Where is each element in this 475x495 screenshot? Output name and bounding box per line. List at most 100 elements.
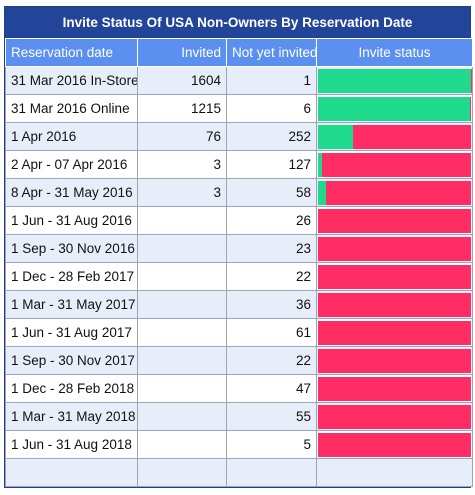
- table-row: 31 Mar 2016 Online 1215 6: [5, 94, 473, 123]
- table-body: 31 Mar 2016 In-Store 1604 1 31 Mar 2016 Onl…: [5, 66, 473, 487]
- invite-status-table: Reservation date Invited Not yet invited…: [5, 38, 473, 487]
- cell-invited: [137, 318, 227, 347]
- cell-invited: 3: [137, 178, 227, 207]
- cell-invited: 76: [137, 122, 227, 151]
- cell-reservation-date: 1 Jun - 31 Aug 2018: [5, 430, 138, 459]
- table-row: [5, 458, 473, 487]
- table-row: 1 Jun - 31 Aug 2018 5: [5, 430, 473, 459]
- cell-not-yet-invited: [226, 458, 317, 487]
- invite-status-bar: [318, 348, 471, 373]
- cell-not-yet-invited: 36: [226, 290, 317, 319]
- cell-invited: [137, 402, 227, 431]
- cell-invite-status: [316, 290, 473, 319]
- table-row: 1 Dec - 28 Feb 2017 22: [5, 262, 473, 291]
- cell-reservation-date: [5, 458, 138, 487]
- invited-segment: [318, 180, 326, 205]
- cell-invited: [137, 458, 227, 487]
- cell-invite-status: [316, 122, 473, 151]
- invite-status-bar: [318, 404, 471, 429]
- cell-not-yet-invited: 55: [226, 402, 317, 431]
- invite-status-bar: [318, 292, 471, 317]
- cell-reservation-date: 2 Apr - 07 Apr 2016: [5, 150, 138, 179]
- cell-reservation-date: 31 Mar 2016 Online: [5, 94, 138, 123]
- cell-invited: [137, 206, 227, 235]
- cell-not-yet-invited: 47: [226, 374, 317, 403]
- table-row: 1 Jun - 31 Aug 2017 61: [5, 318, 473, 347]
- table-row: 2 Apr - 07 Apr 2016 3 127: [5, 150, 473, 179]
- not-yet-invited-segment: [318, 404, 471, 429]
- cell-not-yet-invited: 22: [226, 262, 317, 291]
- table-row: 1 Sep - 30 Nov 2017 22: [5, 346, 473, 375]
- not-yet-invited-segment: [318, 208, 471, 233]
- cell-invite-status: [316, 66, 473, 95]
- cell-invite-status: [316, 234, 473, 263]
- column-header-reservation-date[interactable]: Reservation date: [5, 38, 138, 67]
- cell-reservation-date: 1 Sep - 30 Nov 2017: [5, 346, 138, 375]
- cell-invite-status: [316, 346, 473, 375]
- invite-status-bar: [318, 376, 471, 401]
- table-row: 1 Jun - 31 Aug 2016 26: [5, 206, 473, 235]
- not-yet-invited-segment: [325, 180, 471, 205]
- table-row: 1 Sep - 30 Nov 2016 23: [5, 234, 473, 263]
- cell-invited: 1604: [137, 66, 227, 95]
- cell-not-yet-invited: 58: [226, 178, 317, 207]
- cell-invite-status: [316, 262, 473, 291]
- not-yet-invited-segment: [353, 124, 471, 149]
- cell-invite-status: [316, 402, 473, 431]
- cell-reservation-date: 1 Mar - 31 May 2017: [5, 290, 138, 319]
- not-yet-invited-segment: [470, 96, 471, 121]
- cell-invited: 3: [137, 150, 227, 179]
- cell-invite-status: [316, 94, 473, 123]
- cell-reservation-date: 1 Dec - 28 Feb 2018: [5, 374, 138, 403]
- invited-segment: [318, 152, 322, 177]
- invited-segment: [318, 68, 471, 93]
- column-header-invite-status[interactable]: Invite status: [316, 38, 473, 67]
- cell-invited: [137, 346, 227, 375]
- cell-reservation-date: 31 Mar 2016 In-Store: [5, 66, 138, 95]
- cell-not-yet-invited: 23: [226, 234, 317, 263]
- table-row: 31 Mar 2016 In-Store 1604 1: [5, 66, 473, 95]
- cell-invite-status: [316, 206, 473, 235]
- cell-reservation-date: 1 Apr 2016: [5, 122, 138, 151]
- cell-invited: [137, 430, 227, 459]
- cell-reservation-date: 1 Sep - 30 Nov 2016: [5, 234, 138, 263]
- cell-reservation-date: 1 Jun - 31 Aug 2016: [5, 206, 138, 235]
- cell-invite-status: [316, 150, 473, 179]
- invite-status-bar: [318, 68, 471, 93]
- cell-not-yet-invited: 6: [226, 94, 317, 123]
- not-yet-invited-segment: [318, 236, 471, 261]
- column-header-invited[interactable]: Invited: [137, 38, 227, 67]
- cell-not-yet-invited: 5: [226, 430, 317, 459]
- cell-reservation-date: 1 Dec - 28 Feb 2017: [5, 262, 138, 291]
- cell-invite-status: [316, 374, 473, 403]
- not-yet-invited-segment: [318, 348, 471, 373]
- cell-invite-status: [316, 458, 473, 487]
- invited-segment: [318, 96, 471, 121]
- cell-invite-status: [316, 430, 473, 459]
- invite-status-bar: [318, 320, 471, 345]
- header-row: Reservation date Invited Not yet invited…: [5, 38, 473, 67]
- cell-not-yet-invited: 127: [226, 150, 317, 179]
- cell-reservation-date: 1 Mar - 31 May 2018: [5, 402, 138, 431]
- not-yet-invited-segment: [318, 376, 471, 401]
- cell-not-yet-invited: 1: [226, 66, 317, 95]
- column-header-not-yet-invited[interactable]: Not yet invited: [226, 38, 317, 67]
- cell-invited: [137, 262, 227, 291]
- invite-status-bar: [318, 124, 471, 149]
- cell-invited: 1215: [137, 94, 227, 123]
- not-yet-invited-segment: [318, 292, 471, 317]
- table-row: 1 Mar - 31 May 2018 55: [5, 402, 473, 431]
- cell-invited: [137, 234, 227, 263]
- table-title: Invite Status Of USA Non-Owners By Reser…: [5, 7, 470, 38]
- table-row: 1 Dec - 28 Feb 2018 47: [5, 374, 473, 403]
- table-row: 8 Apr - 31 May 2016 3 58: [5, 178, 473, 207]
- invited-segment: [318, 124, 354, 149]
- invite-status-bar: [318, 264, 471, 289]
- table-row: 1 Mar - 31 May 2017 36: [5, 290, 473, 319]
- cell-invited: [137, 374, 227, 403]
- cell-reservation-date: 1 Jun - 31 Aug 2017: [5, 318, 138, 347]
- cell-invite-status: [316, 178, 473, 207]
- cell-not-yet-invited: 61: [226, 318, 317, 347]
- invite-status-bar: [318, 180, 471, 205]
- cell-not-yet-invited: 26: [226, 206, 317, 235]
